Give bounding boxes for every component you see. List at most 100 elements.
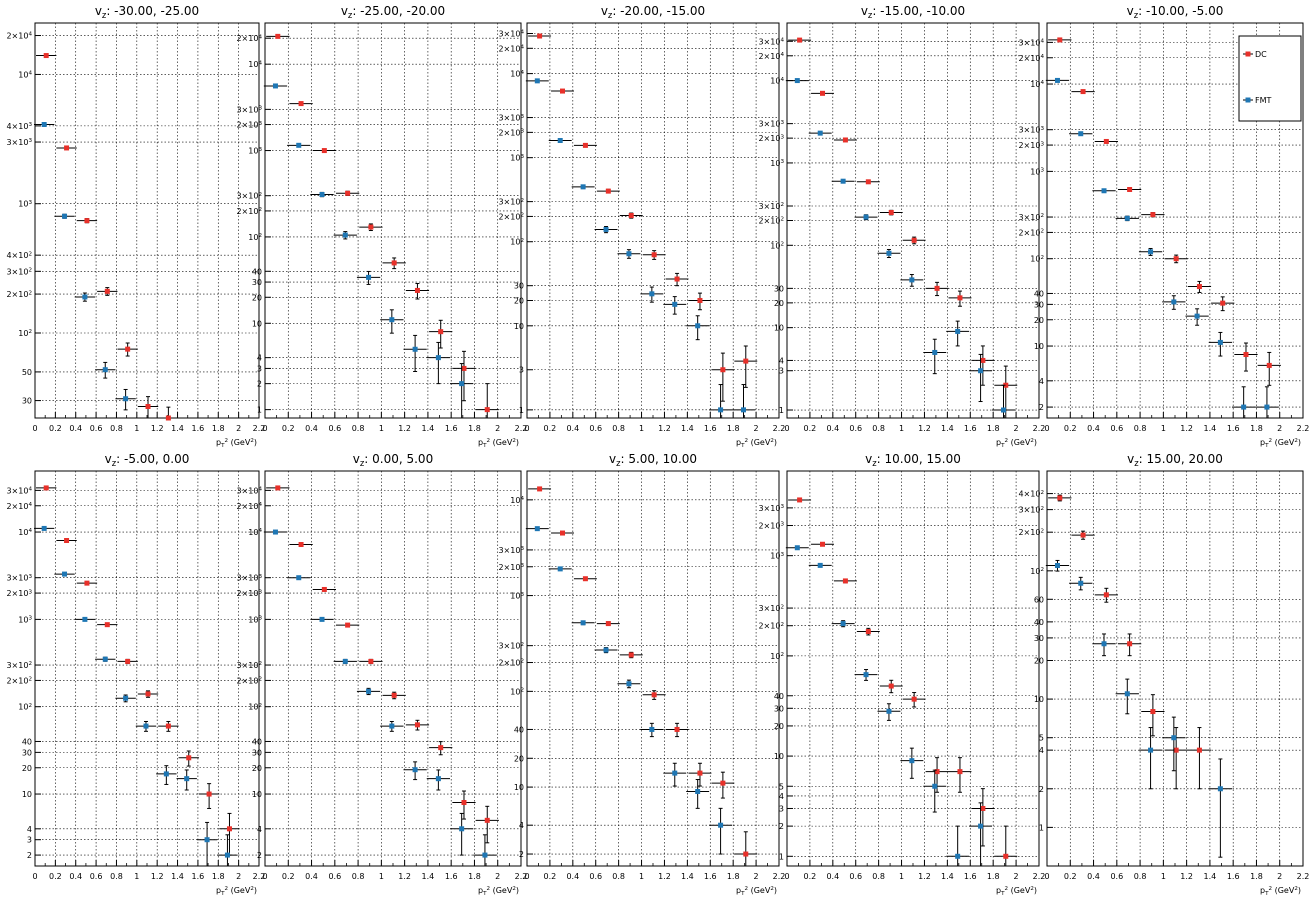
x-tick-label: 1 (639, 424, 644, 433)
dc-point (405, 282, 430, 300)
dc-point (971, 345, 995, 386)
y-tick-label: 40 (1034, 618, 1044, 627)
dc-point (925, 281, 949, 297)
dc-point (811, 90, 834, 96)
marker (1054, 77, 1060, 83)
dc-point (1211, 296, 1235, 312)
y-tick-label: 2×102​ (498, 659, 524, 668)
x-tick-label: 0.4 (566, 424, 579, 433)
x-tick-label: 0 (262, 424, 267, 433)
plot-frame (34, 22, 260, 419)
dc-point (312, 148, 336, 154)
x-axis-label: pT​2​ (GeV2​) (736, 438, 777, 449)
x-tick-label: 0.8 (110, 424, 123, 433)
marker (886, 708, 892, 714)
x-tick-label: 1.2 (1180, 424, 1193, 433)
x-tick-label: 2 (236, 872, 241, 881)
dc-point (158, 406, 179, 421)
legend-marker (1245, 51, 1251, 57)
x-tick-label: 0.4 (1087, 424, 1100, 433)
x-axis-label: pT​2​ (GeV2​) (736, 886, 777, 897)
fmt-point (1162, 295, 1186, 310)
y-tick-label: 4 (1039, 746, 1044, 755)
dc-point (948, 290, 972, 307)
fmt-point (525, 526, 549, 532)
marker (557, 566, 563, 572)
fmt-point (263, 83, 288, 89)
fmt-point (686, 779, 710, 809)
marker (672, 301, 678, 307)
marker (1057, 495, 1063, 501)
x-tick-label: 0.8 (612, 424, 625, 433)
fmt-point (663, 762, 687, 787)
marker (461, 800, 467, 806)
y-tick-label: 10 (252, 319, 262, 328)
marker (345, 190, 351, 196)
y-tick-label: 30 (1034, 300, 1044, 309)
marker (911, 696, 917, 702)
fmt-point (617, 249, 641, 259)
fmt-point (831, 620, 855, 628)
x-axis-label: pT​2​ (GeV2​) (996, 438, 1037, 449)
x-tick-label: 1.2 (151, 872, 164, 881)
dc-point (734, 345, 758, 388)
y-tick-label: 103​ (510, 592, 524, 601)
x-tick-label: 1.2 (918, 872, 931, 881)
marker (366, 688, 372, 694)
marker (275, 33, 281, 39)
marker (628, 652, 634, 658)
x-tick-label: 0.2 (804, 872, 817, 881)
marker (1196, 284, 1202, 290)
marker (43, 485, 49, 491)
marker (980, 805, 986, 811)
fmt-point (854, 669, 878, 681)
fmt-point (1232, 386, 1256, 419)
fmt-point (946, 825, 970, 867)
x-tick-label: 0.4 (566, 872, 579, 881)
panel-1: vz​: -30.00, -25.00 0 0.2 0.4 0.6 0.8 1 1.2 1.4 1… (6, 4, 265, 449)
marker (104, 288, 110, 294)
marker (1173, 747, 1179, 753)
marker (275, 485, 281, 491)
dc-point (382, 257, 406, 270)
panel-4: vz​: -15.00, -10.00 0 0.2 0.4 0.6 0.8 1 1.2 1.4 1… (758, 4, 1045, 449)
x-tick-label: 1 (899, 872, 904, 881)
marker (560, 88, 566, 94)
fmt-point (640, 286, 664, 303)
dc-point (856, 179, 880, 185)
y-tick-label: 10 (514, 783, 524, 792)
marker (123, 396, 129, 402)
fmt-point (1045, 559, 1070, 572)
dc-point (137, 690, 159, 698)
x-tick-label: 2 (495, 424, 500, 433)
y-tick-label: 2 (257, 851, 262, 860)
y-tick-label: 10 (774, 752, 784, 761)
dc-point (137, 396, 159, 419)
fmt-point (217, 834, 238, 867)
x-tick-label: 0.6 (849, 424, 862, 433)
marker (649, 726, 655, 732)
y-tick-label: 3×103​ (236, 105, 262, 114)
fmt-point (156, 765, 177, 785)
y-tick-label: 3×104​ (236, 486, 262, 495)
dc-point (971, 788, 995, 847)
dc-point (117, 342, 138, 357)
panel-title: vz​: -15.00, -10.00 (861, 4, 965, 20)
y-tick-label: 10 (22, 790, 32, 799)
x-tick-label: 0.6 (1110, 424, 1123, 433)
x-tick-label: 0.8 (1134, 424, 1147, 433)
x-tick-label: 1 (379, 872, 384, 881)
fmt-point (548, 138, 572, 144)
x-tick-label: 0.2 (1064, 424, 1077, 433)
legend-box (1238, 35, 1302, 122)
marker (272, 529, 278, 535)
marker (695, 788, 701, 794)
y-tick-label: 10 (774, 324, 784, 333)
y-tick-label: 1 (1039, 823, 1044, 832)
marker (718, 822, 724, 828)
marker (389, 723, 395, 729)
marker (605, 621, 611, 627)
marker (817, 562, 823, 568)
y-tick-label: 2×103​ (498, 563, 524, 572)
